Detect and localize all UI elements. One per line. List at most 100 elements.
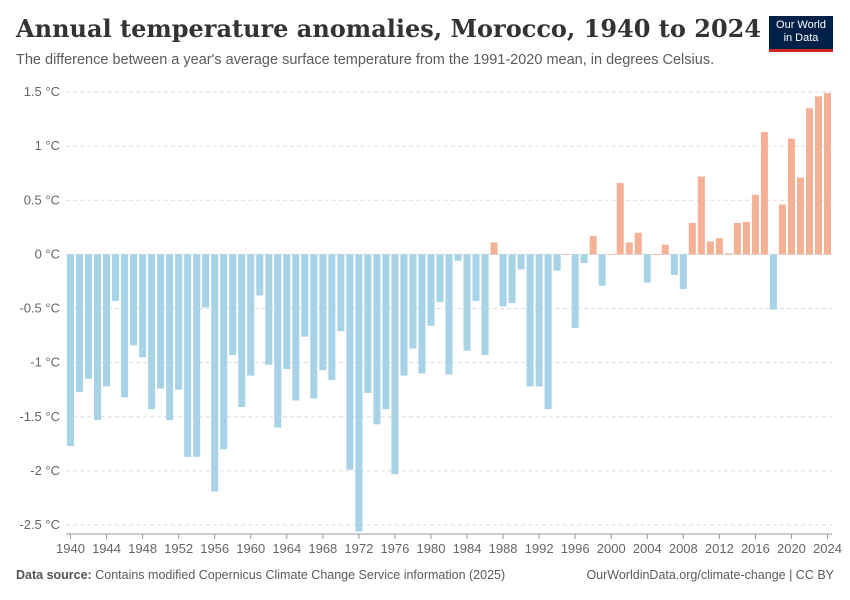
bar-1968[interactable] <box>319 254 327 371</box>
bar-1983[interactable] <box>454 254 462 261</box>
bar-2007[interactable] <box>670 254 678 275</box>
bar-1993[interactable] <box>544 254 552 410</box>
bar-1982[interactable] <box>445 254 453 375</box>
bar-2000[interactable] <box>607 254 615 255</box>
bar-2022[interactable] <box>805 108 813 255</box>
bar-1941[interactable] <box>76 254 84 392</box>
y-tick-label: 0 °C <box>35 246 60 261</box>
bar-1953[interactable] <box>184 254 192 457</box>
bar-1948[interactable] <box>139 254 147 358</box>
bar-1963[interactable] <box>274 254 282 428</box>
bar-2024[interactable] <box>823 93 832 255</box>
bar-1992[interactable] <box>535 254 543 387</box>
bar-1986[interactable] <box>481 254 489 356</box>
bar-2013[interactable] <box>724 253 732 255</box>
y-tick-label: 0.5 °C <box>24 192 60 207</box>
bar-1964[interactable] <box>283 254 291 370</box>
bar-1974[interactable] <box>373 254 381 425</box>
bar-1970[interactable] <box>337 254 345 332</box>
bar-2021[interactable] <box>796 177 804 255</box>
bar-1999[interactable] <box>598 254 606 286</box>
source-link[interactable]: OurWorldinData.org/climate-change | CC B… <box>586 568 834 582</box>
bar-1969[interactable] <box>328 254 336 380</box>
bar-2001[interactable] <box>616 182 624 255</box>
bar-1954[interactable] <box>193 254 201 457</box>
bar-1962[interactable] <box>265 254 273 365</box>
bar-1996[interactable] <box>571 254 579 328</box>
bar-1984[interactable] <box>463 254 471 351</box>
bar-1976[interactable] <box>391 254 399 475</box>
bar-2014[interactable] <box>733 222 741 255</box>
bar-1949[interactable] <box>148 254 156 410</box>
bar-1971[interactable] <box>346 254 354 470</box>
bar-1980[interactable] <box>427 254 435 326</box>
bar-1959[interactable] <box>238 254 246 408</box>
bar-1981[interactable] <box>436 254 444 303</box>
bar-1952[interactable] <box>175 254 183 390</box>
bar-1997[interactable] <box>580 254 588 264</box>
bar-2016[interactable] <box>751 194 759 255</box>
bar-1942[interactable] <box>85 254 93 379</box>
chart-subtitle: The difference between a year's average … <box>16 52 715 68</box>
y-tick-label: -1.5 °C <box>19 409 60 424</box>
bar-1978[interactable] <box>409 254 417 349</box>
bar-1994[interactable] <box>553 254 561 271</box>
bar-2020[interactable] <box>787 138 795 255</box>
x-tick-label: 1972 <box>344 541 373 556</box>
bar-2019[interactable] <box>778 204 786 255</box>
bar-1956[interactable] <box>211 254 219 492</box>
bar-1987[interactable] <box>490 242 498 255</box>
bar-1966[interactable] <box>301 254 309 337</box>
bar-1989[interactable] <box>508 254 516 304</box>
data-source-note: Data source: Contains modified Copernicu… <box>16 568 505 582</box>
bar-1975[interactable] <box>382 254 390 410</box>
chart-title: Annual temperature anomalies, Morocco, 1… <box>16 14 762 43</box>
y-tick-label: 1 °C <box>35 138 60 153</box>
bar-1961[interactable] <box>256 254 264 296</box>
x-tick-label: 1984 <box>453 541 482 556</box>
bar-1977[interactable] <box>400 254 408 376</box>
bar-1991[interactable] <box>526 254 534 387</box>
x-tick-label: 1964 <box>272 541 301 556</box>
x-tick-label: 1976 <box>380 541 409 556</box>
bar-1957[interactable] <box>220 254 228 450</box>
owid-logo[interactable]: Our World in Data <box>769 16 833 52</box>
bar-1967[interactable] <box>310 254 318 399</box>
bar-1940[interactable] <box>66 254 75 446</box>
bar-1950[interactable] <box>157 254 165 389</box>
bar-2018[interactable] <box>769 254 777 310</box>
bar-1972[interactable] <box>355 254 363 532</box>
bar-2023[interactable] <box>814 96 822 255</box>
bar-1951[interactable] <box>166 254 174 420</box>
bar-1960[interactable] <box>247 254 255 376</box>
bar-1945[interactable] <box>112 254 120 301</box>
bar-2005[interactable] <box>652 254 660 255</box>
logo-line-1: Our World <box>776 19 826 31</box>
bar-2002[interactable] <box>625 242 633 255</box>
bar-2003[interactable] <box>634 232 642 255</box>
bar-1943[interactable] <box>94 254 102 420</box>
bar-1955[interactable] <box>202 254 210 308</box>
bar-1990[interactable] <box>517 254 525 270</box>
bar-1947[interactable] <box>130 254 138 346</box>
x-tick-label: 1988 <box>489 541 518 556</box>
bar-2010[interactable] <box>697 176 705 255</box>
bar-1973[interactable] <box>364 254 372 393</box>
bar-1946[interactable] <box>121 254 129 398</box>
bar-1979[interactable] <box>418 254 426 374</box>
bar-1985[interactable] <box>472 254 480 301</box>
bar-2011[interactable] <box>706 241 714 255</box>
bar-1965[interactable] <box>292 254 300 401</box>
bar-2012[interactable] <box>715 238 723 255</box>
bar-2004[interactable] <box>643 254 651 283</box>
bar-1995[interactable] <box>562 254 570 255</box>
bar-1944[interactable] <box>103 254 111 387</box>
bar-2017[interactable] <box>760 132 768 255</box>
bar-2015[interactable] <box>742 221 750 255</box>
bar-2009[interactable] <box>688 222 696 255</box>
bar-2006[interactable] <box>661 244 669 255</box>
bar-1958[interactable] <box>229 254 237 356</box>
bar-1998[interactable] <box>589 235 597 255</box>
bar-2008[interactable] <box>679 254 687 290</box>
bar-1988[interactable] <box>499 254 507 307</box>
